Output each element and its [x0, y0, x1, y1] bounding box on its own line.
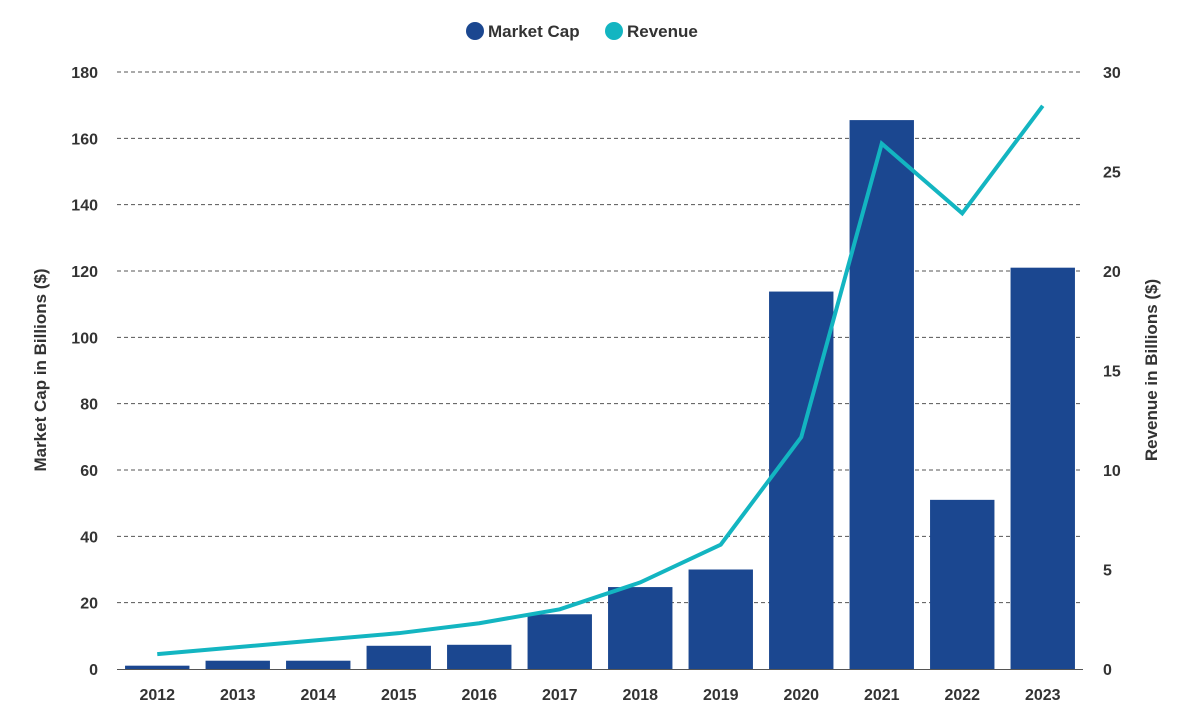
legend-label-market-cap: Market Cap	[488, 22, 580, 41]
x-tick-label: 2012	[139, 687, 175, 704]
left-tick-label: 40	[80, 529, 98, 546]
bar-market-cap-2015	[366, 645, 431, 669]
x-tick-label: 2013	[220, 687, 256, 704]
x-tick-label: 2023	[1025, 687, 1061, 704]
x-tick-label: 2020	[783, 687, 819, 704]
left-tick-label: 180	[71, 65, 98, 82]
left-tick-label: 100	[71, 330, 98, 347]
gridlines	[117, 71, 1083, 670]
revenue-line-group	[157, 104, 1045, 657]
x-tick-label: 2021	[864, 687, 900, 704]
x-tick-label: 2018	[622, 687, 658, 704]
market-cap-bars	[125, 120, 1075, 669]
legend-item-market-cap: Market Cap	[466, 22, 580, 41]
bar-market-cap-2012	[125, 665, 190, 669]
right-tick-label: 15	[1103, 364, 1121, 381]
left-tick-label: 160	[71, 131, 98, 148]
revenue-line	[157, 104, 1045, 657]
bar-market-cap-2018	[608, 587, 673, 669]
left-axis-title: Market Cap in Billions ($)	[31, 268, 50, 471]
legend-swatch-market-cap	[466, 22, 484, 40]
x-tick-label: 2017	[542, 687, 578, 704]
x-tick-label: 2019	[703, 687, 739, 704]
bar-market-cap-2014	[286, 660, 351, 669]
left-tick-label: 20	[80, 596, 98, 613]
x-tick-label: 2015	[381, 687, 417, 704]
bar-market-cap-2021	[849, 120, 914, 669]
left-tick-label: 0	[89, 662, 98, 679]
left-tick-label: 120	[71, 264, 98, 281]
legend-swatch-revenue	[605, 22, 623, 40]
legend-item-revenue: Revenue	[605, 22, 698, 41]
x-tick-label: 2016	[461, 687, 497, 704]
x-tick-label: 2014	[300, 687, 336, 704]
right-tick-label: 30	[1103, 65, 1121, 82]
left-tick-label: 60	[80, 463, 98, 480]
left-tick-label: 140	[71, 198, 98, 215]
bar-market-cap-2016	[447, 644, 512, 669]
bar-market-cap-2019	[688, 569, 753, 669]
left-tick-label: 80	[80, 397, 98, 414]
left-axis-ticks: 0 20 40 60 80 100 120 140 160 180	[71, 65, 98, 679]
legend: Market Cap Revenue	[466, 22, 698, 41]
x-axis-ticks: 2012 2013 2014 2015 2016 2017 2018 2019 2020 2021…	[139, 687, 1060, 704]
legend-label-revenue: Revenue	[627, 22, 698, 41]
right-tick-label: 10	[1103, 463, 1121, 480]
bar-market-cap-2023	[1010, 267, 1075, 669]
right-tick-label: 5	[1103, 563, 1112, 580]
bar-market-cap-2017	[527, 614, 592, 669]
right-axis-ticks: 0 5 10 15 20 25 30	[1103, 65, 1121, 679]
right-tick-label: 20	[1103, 264, 1121, 281]
x-tick-label: 2022	[944, 687, 980, 704]
right-tick-label: 25	[1103, 165, 1121, 182]
bar-market-cap-2013	[205, 660, 270, 669]
right-tick-label: 0	[1103, 662, 1112, 679]
bar-market-cap-2022	[930, 499, 995, 669]
right-axis-title: Revenue in Billions ($)	[1142, 279, 1161, 461]
